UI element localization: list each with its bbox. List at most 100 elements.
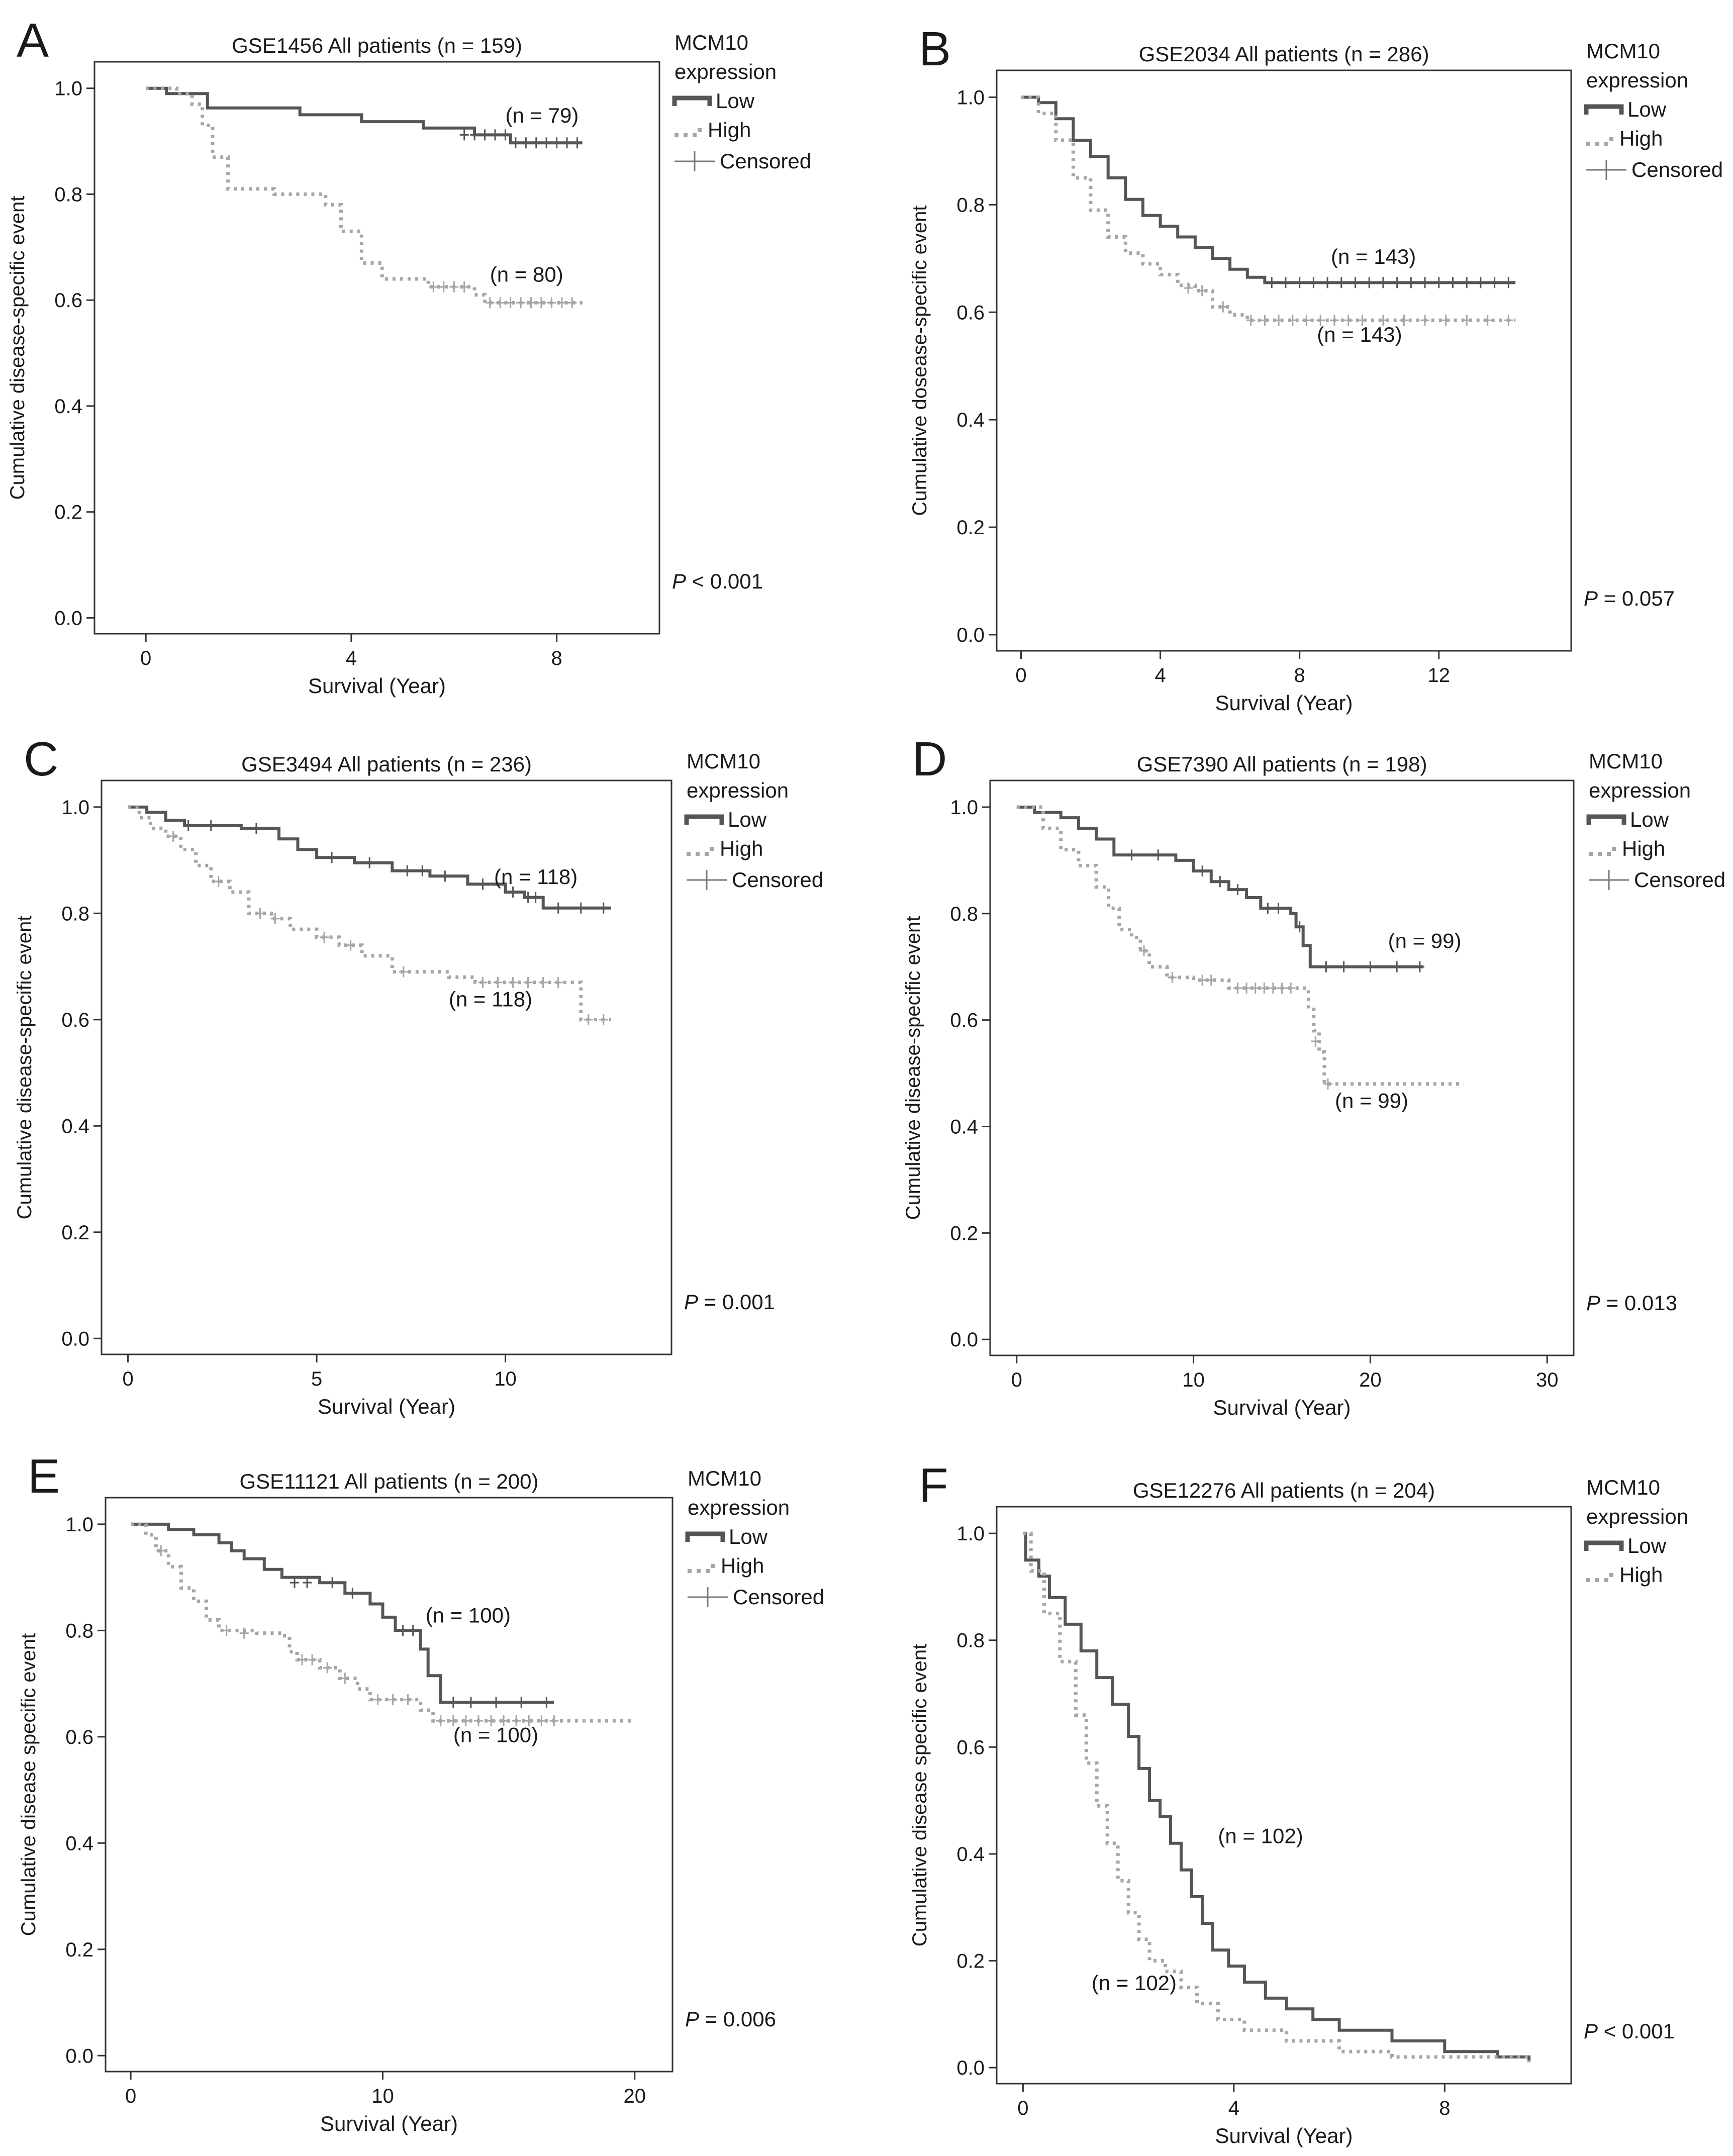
y-axis-label: Cumulative disease-specific event <box>902 916 924 1220</box>
censor-mark-low <box>206 820 216 831</box>
censor-mark-high <box>1288 315 1297 326</box>
p-symbol: P <box>1586 1291 1600 1315</box>
y-tick-label: 0.2 <box>956 517 985 539</box>
legend-censored-label: Censored <box>733 1585 824 1609</box>
p-symbol: P <box>1584 2019 1598 2043</box>
y-axis-label: Cumulative disease-specific event <box>14 916 36 1220</box>
censor-mark-low <box>572 137 582 149</box>
censor-mark-low <box>1365 277 1374 288</box>
censor-mark-high <box>448 1715 458 1727</box>
y-tick-label: 1.0 <box>54 78 82 100</box>
legend-low-label: Low <box>1627 1534 1667 1557</box>
x-axis-label: Survival (Year) <box>1213 1396 1351 1419</box>
censor-mark-low <box>1295 921 1304 933</box>
plot-frame <box>93 61 660 635</box>
censor-mark-high <box>1250 983 1260 994</box>
plot-frame <box>101 779 672 1355</box>
censor-mark-low <box>448 1697 458 1708</box>
series-line-low <box>1016 806 1423 968</box>
x-tick-label: 0 <box>1015 664 1026 687</box>
censor-mark-high <box>523 976 533 988</box>
censor-mark-high <box>1242 983 1251 994</box>
x-axis-label: Survival (Year) <box>308 674 446 698</box>
legend-subtitle: expression <box>1589 778 1691 802</box>
censor-mark-high <box>1184 282 1193 294</box>
censor-mark-low <box>1127 849 1136 861</box>
y-tick-label: 0.4 <box>54 396 82 418</box>
y-tick-label: 0.8 <box>956 1630 985 1652</box>
censor-mark-high <box>222 1625 231 1636</box>
y-tick-label: 0.8 <box>54 183 82 206</box>
y-tick-label: 1.0 <box>65 1514 93 1536</box>
censor-mark-low <box>1406 277 1416 288</box>
legend-high-swatch <box>688 1564 715 1573</box>
censor-mark-low <box>1462 277 1472 288</box>
p-value: P < 0.001 <box>1584 2019 1675 2043</box>
censor-mark-high <box>373 1694 382 1705</box>
legend-low-swatch <box>1586 814 1626 825</box>
y-axis-label: Cumulative disease specific event <box>909 1644 931 1947</box>
censor-mark-high <box>538 976 548 988</box>
legend-title: MCM10 <box>1589 749 1663 773</box>
censor-mark-high <box>340 1673 350 1684</box>
y-tick-label: 0.2 <box>54 502 82 524</box>
y-tick-label: 0.4 <box>956 1843 985 1866</box>
censor-mark-low <box>1336 277 1346 288</box>
legend-censored-swatch <box>675 151 715 171</box>
y-tick-label: 0.0 <box>54 607 82 629</box>
censor-mark-high <box>524 1715 534 1727</box>
censor-mark-low <box>491 129 500 141</box>
censor-mark-low <box>531 137 541 149</box>
censor-mark-high <box>553 976 563 988</box>
censor-mark-high <box>459 281 469 292</box>
censor-mark-low <box>1267 277 1277 288</box>
legend-censored-swatch <box>687 870 727 890</box>
x-tick-label: 12 <box>1428 664 1451 687</box>
censor-mark-high <box>156 1545 166 1556</box>
chart-title: GSE1456 All patients (n = 159) <box>232 34 522 57</box>
censor-mark-high <box>255 908 265 919</box>
series-line-high <box>131 1522 635 1723</box>
censor-mark-low <box>1490 277 1499 288</box>
plot-frame <box>989 779 1575 1356</box>
legend-censored-swatch <box>688 1587 728 1607</box>
censor-mark-high <box>1260 983 1269 994</box>
censor-mark-high <box>473 1715 483 1727</box>
censor-mark-low <box>348 1588 357 1599</box>
censor-mark-high <box>584 1014 593 1025</box>
censor-mark-low <box>517 1697 526 1708</box>
panel-b: B GSE2034 All patients (n = 286) 0.0 0.2 0.4… <box>909 22 1723 715</box>
legend-high-swatch <box>687 847 714 856</box>
y-tick-label: 1.0 <box>956 1523 985 1545</box>
censor-mark-high <box>308 1654 317 1665</box>
censor-mark-low <box>459 129 469 141</box>
censor-mark-low <box>365 857 374 868</box>
series-line-high <box>1016 805 1464 1086</box>
p-value: P = 0.006 <box>685 2007 776 2031</box>
censor-mark-high <box>1483 315 1492 326</box>
censor-mark-low <box>1392 277 1402 288</box>
y-tick-label: 0.2 <box>65 1939 93 1961</box>
y-tick-label: 1.0 <box>956 86 985 109</box>
y-tick-label: 0.0 <box>956 2057 985 2079</box>
series-line-low <box>1021 95 1516 284</box>
censor-mark-high <box>1399 315 1409 326</box>
legend-censored-label: Censored <box>732 868 823 892</box>
legend-subtitle: expression <box>1586 1505 1688 1528</box>
legend-high-label: High <box>721 1554 764 1578</box>
censor-mark-high <box>320 931 329 943</box>
censor-mark-high <box>270 913 280 924</box>
x-axis-label: Survival (Year) <box>1215 2124 1353 2147</box>
legend-title: MCM10 <box>688 1466 761 1490</box>
censor-mark-high <box>1378 315 1388 326</box>
x-tick-label: 8 <box>551 647 562 669</box>
x-tick-label: 10 <box>1182 1369 1205 1391</box>
censor-mark-low <box>403 865 412 876</box>
p-value: P = 0.001 <box>684 1290 775 1314</box>
y-tick-label: 0.2 <box>956 1950 985 1973</box>
panel-letter: B <box>919 22 951 76</box>
panel-f: F GSE12276 All patients (n = 204) 0.0 0.2 0.… <box>909 1458 1688 2147</box>
censor-mark-low <box>1448 277 1458 288</box>
censor-mark-high <box>599 1014 608 1025</box>
legend-low-label: Low <box>716 89 755 113</box>
